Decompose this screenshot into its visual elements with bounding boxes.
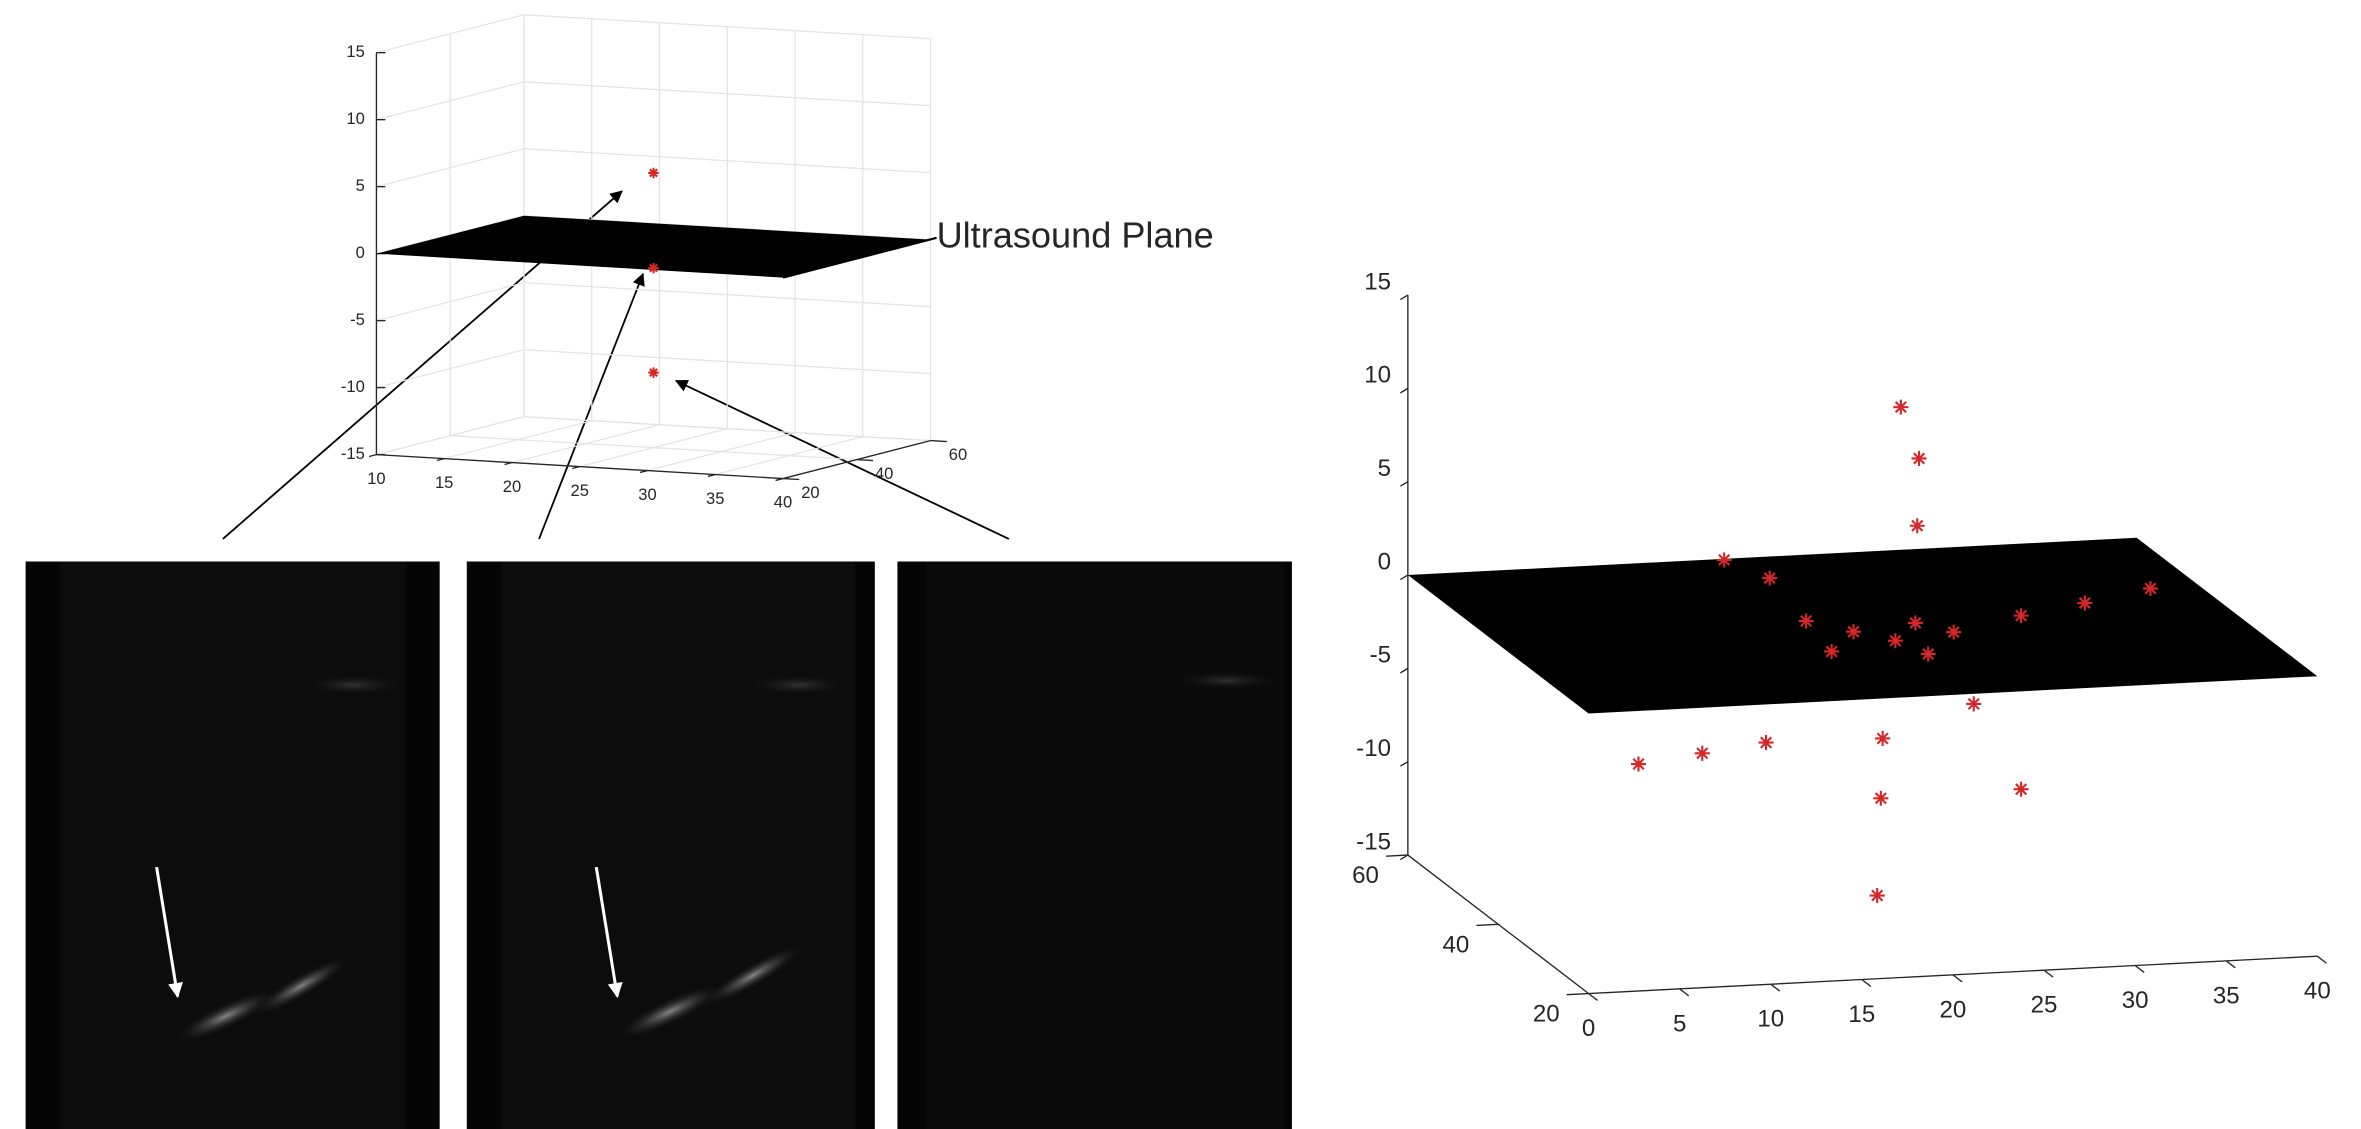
data-point <box>1846 624 1861 639</box>
data-point <box>2014 608 2029 623</box>
y-tick-label: 60 <box>1352 862 1379 889</box>
z-tick-label: 0 <box>1378 548 1391 575</box>
data-point <box>1912 451 1927 466</box>
data-point <box>1875 731 1890 746</box>
z-tick-label: -10 <box>1356 735 1391 762</box>
x-tick-label: 10 <box>1757 1006 1784 1033</box>
z-tick-label: 5 <box>356 176 365 195</box>
x-tick-label: 40 <box>774 493 792 512</box>
x-tick-label: 30 <box>638 485 656 504</box>
data-point <box>1946 625 1961 640</box>
data-point <box>1873 791 1888 806</box>
z-tick-label: 0 <box>356 243 365 262</box>
x-tick-label: 40 <box>2304 978 2331 1005</box>
data-point <box>1870 888 1885 903</box>
y-axis <box>1408 855 1589 993</box>
y-tick-label: 20 <box>1533 1001 1560 1028</box>
x-tick <box>2044 970 2053 977</box>
z-tick <box>1400 575 1408 580</box>
z-tick-label: 10 <box>346 109 364 128</box>
x-tick <box>2317 956 2326 963</box>
z-tick <box>1400 295 1408 300</box>
figure: 10 15 20 25 30 35 40 20 40 60 -15 -10 -5 0 5 10 15 Ultras… <box>0 0 2361 1129</box>
chart-0: 10 15 20 25 30 35 40 20 40 60 -15 -10 -5 0 5 10 15 Ultras… <box>341 15 1214 512</box>
x-tick-label: 25 <box>571 481 589 500</box>
z-tick-label: 15 <box>1364 268 1391 295</box>
x-tick <box>2135 966 2144 973</box>
ultrasound-plane <box>1408 538 2317 714</box>
y-tick-label: 40 <box>875 464 893 483</box>
x-tick-label: 20 <box>503 477 521 496</box>
chart-1: 0 5 10 15 20 25 30 35 40 20 40 60 -15 -10 -5 0 5 10 15 <box>1352 268 2331 1042</box>
x-tick <box>1680 989 1689 996</box>
z-tick-label: 10 <box>1364 362 1391 389</box>
annotation: Ultrasound Plane <box>937 214 1214 255</box>
y-tick <box>1567 994 1589 995</box>
z-tick-label: -15 <box>341 444 365 463</box>
x-tick-label: 25 <box>2031 992 2058 1019</box>
x-tick-label: 30 <box>2122 987 2149 1014</box>
z-tick-label: -15 <box>1356 828 1391 855</box>
x-tick <box>1589 994 1598 1001</box>
data-point <box>1966 696 1981 711</box>
data-point <box>648 367 659 378</box>
x-tick-label: 5 <box>1673 1010 1686 1037</box>
ultrasound-image <box>26 561 440 1129</box>
data-point <box>1759 735 1774 750</box>
x-tick <box>369 455 376 457</box>
data-point <box>1717 552 1732 567</box>
x-tick-label: 15 <box>435 473 453 492</box>
z-tick <box>1400 668 1408 673</box>
z-tick-label: -5 <box>1370 642 1391 669</box>
y-tick <box>1476 924 1498 925</box>
data-point <box>1893 400 1908 415</box>
ultrasound-image <box>467 561 875 1129</box>
z-tick <box>1400 388 1408 393</box>
x-tick-label: 15 <box>1848 1001 1875 1028</box>
x-tick <box>1953 975 1962 982</box>
ultrasound-image <box>897 561 1292 1129</box>
y-tick-label: 20 <box>801 483 819 502</box>
x-tick-label: 0 <box>1582 1015 1595 1042</box>
y-tick-label: 60 <box>949 445 967 464</box>
z-tick <box>1400 762 1408 767</box>
data-point <box>1824 644 1839 659</box>
x-tick <box>2226 961 2235 968</box>
data-point <box>2014 782 2029 797</box>
grid-line <box>450 436 857 460</box>
data-point <box>1631 756 1646 771</box>
z-tick-label: 5 <box>1378 455 1391 482</box>
x-tick-label: 20 <box>1940 996 1967 1023</box>
z-tick-label: -5 <box>350 310 365 329</box>
x-tick <box>1771 984 1780 991</box>
x-tick-label: 35 <box>706 489 724 508</box>
x-tick <box>1862 980 1871 987</box>
z-tick <box>1400 482 1408 487</box>
data-point <box>1910 518 1925 533</box>
data-point <box>1908 615 1923 630</box>
page: {"chart_data": [ {"type": "scatter3d", "… <box>0 0 2361 1129</box>
y-tick <box>783 479 799 480</box>
data-point <box>1695 746 1710 761</box>
data-point <box>648 168 659 179</box>
z-tick-label: -10 <box>341 377 365 396</box>
y-tick <box>857 460 873 461</box>
y-tick-label: 40 <box>1443 931 1470 958</box>
z-tick-label: 15 <box>346 42 364 61</box>
x-tick-label: 35 <box>2213 982 2240 1009</box>
y-tick <box>931 441 947 442</box>
x-tick-label: 10 <box>367 469 385 488</box>
